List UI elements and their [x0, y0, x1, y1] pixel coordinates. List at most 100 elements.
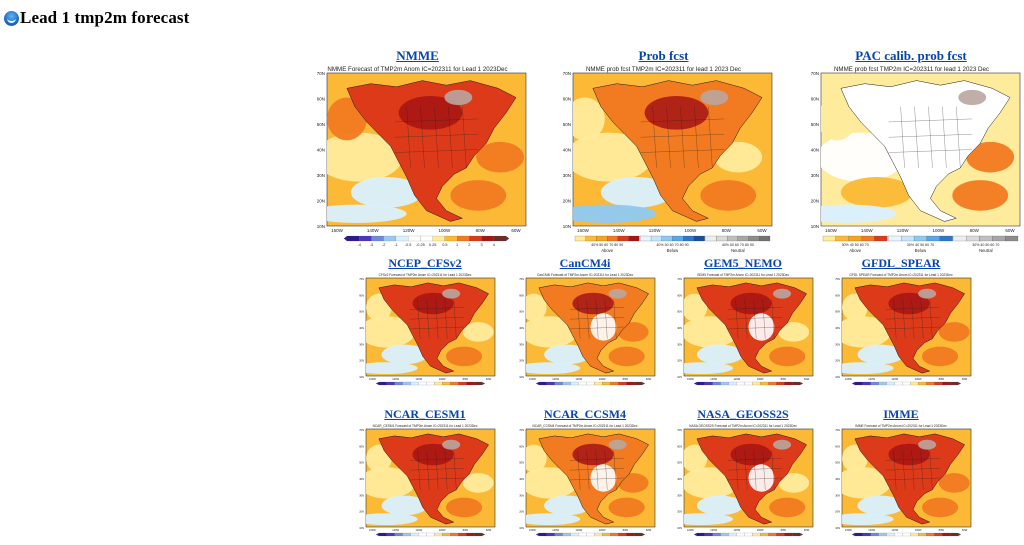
- lon-tick-label: 100W: [599, 377, 606, 381]
- map-graphic: NCAR_CCSM4 Forecast of TMP2m Anom IC=202…: [519, 424, 656, 537]
- lat-tick-label: 60N: [359, 444, 364, 448]
- lat-tick-label: 60N: [519, 444, 524, 448]
- lon-tick-label: 80W: [623, 377, 629, 381]
- cancm4i-map-image[interactable]: CanCM4i Forecast of TMP2m Anom IC=202311…: [512, 271, 658, 393]
- imme-map-image[interactable]: IMME Forecast of TMP2m Anom IC=202311 fo…: [828, 422, 974, 544]
- lat-tick-label: 30N: [677, 493, 682, 497]
- lat-tick-label: 10N: [519, 526, 524, 530]
- lon-tick-label: 140W: [868, 377, 875, 381]
- lat-tick-label: 20N: [519, 359, 524, 363]
- panel-imme: IMME IMME Forecast of TMP2m Anom IC=2023…: [826, 407, 976, 544]
- lon-tick-label: 140W: [392, 377, 399, 381]
- lon-tick-label: 160W: [369, 377, 376, 381]
- lat-tick-label: 30N: [359, 342, 364, 346]
- lat-tick-label: 60N: [835, 444, 840, 448]
- map-title: GFDL SPEAR Forecast of TMP2m Anom IC=202…: [849, 273, 953, 277]
- map-title: NASA GEOSS2S Forecast of TMP2m Anom IC=2…: [689, 424, 797, 428]
- nasa-geoss2s-map-image[interactable]: NASA GEOSS2S Forecast of TMP2m Anom IC=2…: [670, 422, 816, 544]
- map-graphic: NMME prob fcst TMP2m IC=202311 for lead …: [563, 66, 773, 253]
- lon-tick-label: 100W: [599, 528, 606, 532]
- lat-tick-label: 10N: [810, 224, 818, 229]
- ncar-cesm1-map-image[interactable]: NCAR_CESM1 Forecast of TMP2m Anom IC=202…: [352, 422, 498, 544]
- lat-tick-label: 70N: [677, 277, 682, 281]
- lat-tick-label: 20N: [519, 510, 524, 514]
- lon-tick-label: 60W: [962, 377, 968, 381]
- legend-tick-label: 40% 50 60 70 80 90: [722, 243, 754, 247]
- lat-tick-label: 40N: [677, 326, 682, 330]
- lat-tick-label: 20N: [359, 510, 364, 514]
- link-ncep-cfsv2[interactable]: NCEP_CFSv2: [388, 256, 462, 270]
- link-imme[interactable]: IMME: [883, 407, 919, 421]
- legend-tick-label: 0.5: [442, 243, 447, 247]
- link-nasa-geoss2s[interactable]: NASA_GEOSS2S: [697, 407, 789, 421]
- lat-tick-label: 10N: [359, 526, 364, 530]
- lon-tick-label: 160W: [529, 528, 536, 532]
- legend-tick-label: -3: [370, 243, 373, 247]
- link-ncar-cesm1[interactable]: NCAR_CESM1: [384, 407, 466, 421]
- lat-tick-label: 40N: [317, 148, 325, 153]
- lat-tick-label: 50N: [835, 461, 840, 465]
- lon-tick-label: 160W: [845, 377, 852, 381]
- lat-tick-label: 40N: [519, 477, 524, 481]
- map-graphic: NMME prob fcst TMP2m IC=202311 for lead …: [810, 66, 1020, 253]
- legend-tick-label: -0.5: [405, 243, 412, 247]
- lat-tick-label: 50N: [677, 461, 682, 465]
- map-graphic: CFSv2 Forecast of TMP2m Anom IC=202311 f…: [359, 273, 496, 386]
- link-prob-fcst[interactable]: Prob fcst: [638, 48, 689, 63]
- panel-ncar-cesm1: NCAR_CESM1 NCAR_CESM1 Forecast of TMP2m …: [350, 407, 500, 544]
- gem5-nemo-map-image[interactable]: GEM5 Forecast of TMP2m Anom IC=202311 fo…: [670, 271, 816, 393]
- lat-tick-label: 40N: [519, 326, 524, 330]
- page-header: Lead 1 tmp2m forecast: [4, 8, 189, 28]
- lon-tick-label: 60W: [804, 377, 810, 381]
- lon-tick-label: 140W: [367, 228, 380, 233]
- panel-nasa-geoss2s: NASA_GEOSS2S NASA GEOSS2S Forecast of TM…: [668, 407, 818, 544]
- lon-tick-label: 160W: [825, 228, 838, 233]
- lat-tick-label: 40N: [359, 326, 364, 330]
- prob-fcst-map-image[interactable]: NMME prob fcst TMP2m IC=202311 for lead …: [551, 63, 776, 260]
- ncar-ccsm4-map-image[interactable]: NCAR_CCSM4 Forecast of TMP2m Anom IC=202…: [512, 422, 658, 544]
- legend-tick-label: 30% 40 50 60 70: [972, 243, 999, 247]
- lat-tick-label: 30N: [835, 342, 840, 346]
- map-title: NMME Forecast of TMP2m Anom IC=202311 fo…: [327, 66, 507, 73]
- lon-tick-label: 140W: [710, 377, 717, 381]
- nmme-map-image[interactable]: NMME Forecast of TMP2m Anom IC=202311 fo…: [305, 63, 530, 260]
- lat-tick-label: 20N: [835, 510, 840, 514]
- link-cancm4i[interactable]: CanCM4i: [559, 256, 611, 270]
- legend-tick-label: 30% 40 50 60 70: [841, 243, 868, 247]
- lon-tick-label: 60W: [757, 228, 767, 233]
- map-title: NMME prob fcst TMP2m IC=202311 for lead …: [586, 66, 741, 73]
- lat-tick-label: 20N: [677, 359, 682, 363]
- legend-tick-label: 2: [468, 243, 470, 247]
- legend-tick-label: -1: [394, 243, 397, 247]
- legend-category-label: Above: [601, 248, 614, 253]
- legend-category-label: Neutral: [731, 248, 745, 253]
- link-gem5-nemo[interactable]: GEM5_NEMO: [704, 256, 782, 270]
- lat-tick-label: 70N: [835, 428, 840, 432]
- map-graphic: NCAR_CESM1 Forecast of TMP2m Anom IC=202…: [359, 424, 496, 537]
- lat-tick-label: 60N: [835, 293, 840, 297]
- link-ncar-ccsm4[interactable]: NCAR_CCSM4: [544, 407, 626, 421]
- gfdl-spear-map-image[interactable]: GFDL SPEAR Forecast of TMP2m Anom IC=202…: [828, 271, 974, 393]
- map-title: NCAR_CCSM4 Forecast of TMP2m Anom IC=202…: [532, 424, 637, 428]
- link-pac-calib[interactable]: PAC calib. prob fcst: [855, 48, 967, 63]
- lon-tick-label: 100W: [932, 228, 945, 233]
- lat-tick-label: 20N: [835, 359, 840, 363]
- map-graphic: CanCM4i Forecast of TMP2m Anom IC=202311…: [519, 273, 656, 386]
- lon-tick-label: 140W: [710, 528, 717, 532]
- lat-tick-label: 70N: [317, 71, 325, 76]
- link-nmme[interactable]: NMME: [396, 48, 439, 63]
- lat-tick-label: 60N: [359, 293, 364, 297]
- ncep-cfsv2-map-image[interactable]: CFSv2 Forecast of TMP2m Anom IC=202311 f…: [352, 271, 498, 393]
- lat-tick-label: 50N: [359, 310, 364, 314]
- lon-tick-label: 160W: [687, 377, 694, 381]
- lon-tick-label: 120W: [575, 377, 582, 381]
- lon-tick-label: 80W: [939, 377, 945, 381]
- lon-tick-label: 60W: [511, 228, 521, 233]
- lat-tick-label: 50N: [519, 310, 524, 314]
- legend-tick-label: 4: [493, 243, 495, 247]
- link-gfdl-spear[interactable]: GFDL_SPEAR: [861, 256, 941, 270]
- lon-tick-label: 60W: [486, 528, 492, 532]
- map-title: NCAR_CESM1 Forecast of TMP2m Anom IC=202…: [373, 424, 478, 428]
- lat-tick-label: 50N: [519, 461, 524, 465]
- pac-calib-map-image[interactable]: NMME prob fcst TMP2m IC=202311 for lead …: [799, 63, 1024, 260]
